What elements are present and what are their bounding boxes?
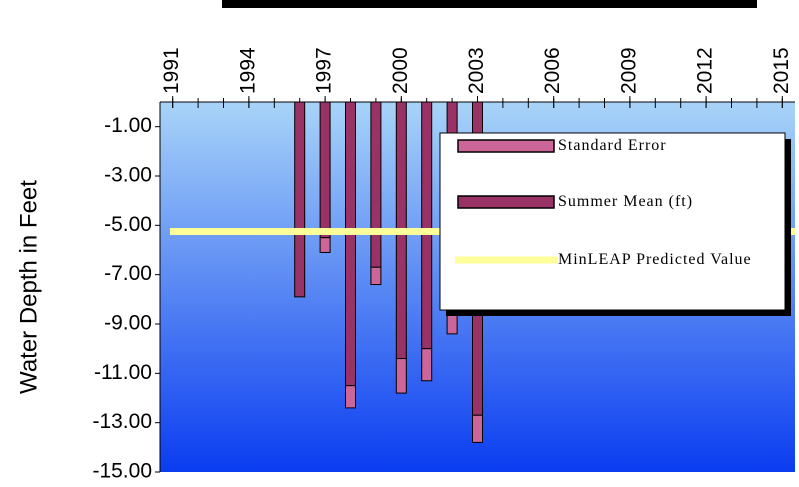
legend-label: Summer Mean (ft) <box>558 193 694 210</box>
error-segment <box>446 313 458 335</box>
bar <box>370 101 382 268</box>
y-tick-label: -3.00 <box>104 164 152 187</box>
error-segment <box>345 385 356 409</box>
x-tick-label: 2009 <box>617 47 640 94</box>
title-bar <box>222 0 757 8</box>
legend-label: Standard Error <box>558 137 667 154</box>
x-tick-label: 2015 <box>770 47 793 94</box>
y-tick-label: -1.00 <box>104 114 152 137</box>
legend-label: MinLEAP Predicted Value <box>558 251 752 268</box>
bar <box>421 101 433 350</box>
bar <box>319 101 331 239</box>
bar <box>345 101 356 387</box>
x-tick-label: 1997 <box>313 47 336 94</box>
x-tick-label: 1991 <box>160 47 183 94</box>
x-tick-label: 1994 <box>236 47 259 94</box>
error-segment <box>395 358 407 394</box>
error-segment <box>472 414 483 443</box>
x-tick-label: 2000 <box>389 47 412 94</box>
legend-swatch <box>457 139 555 153</box>
error-segment <box>319 237 331 253</box>
y-tick-label: -11.00 <box>94 361 152 384</box>
y-tick-label: -15.00 <box>92 460 152 483</box>
bar <box>294 101 306 298</box>
y-tick-label: -13.00 <box>92 410 152 433</box>
x-tick-label: 2012 <box>694 47 717 94</box>
y-tick-label: -7.00 <box>104 262 152 285</box>
error-segment <box>421 348 433 382</box>
y-tick-label: -9.00 <box>104 312 152 335</box>
legend <box>439 132 786 311</box>
legend-entry: Standard Error <box>558 137 667 154</box>
y-axis-label: Water Depth in Feet <box>15 180 42 394</box>
legend-entry: MinLEAP Predicted Value <box>558 251 752 268</box>
y-tick-label: -5.00 <box>104 213 152 236</box>
legend-entry: Summer Mean (ft) <box>558 193 694 210</box>
x-tick-label: 2006 <box>541 47 564 94</box>
legend-swatch <box>457 195 555 209</box>
error-segment <box>370 266 382 286</box>
x-tick-label: 2003 <box>465 47 488 94</box>
